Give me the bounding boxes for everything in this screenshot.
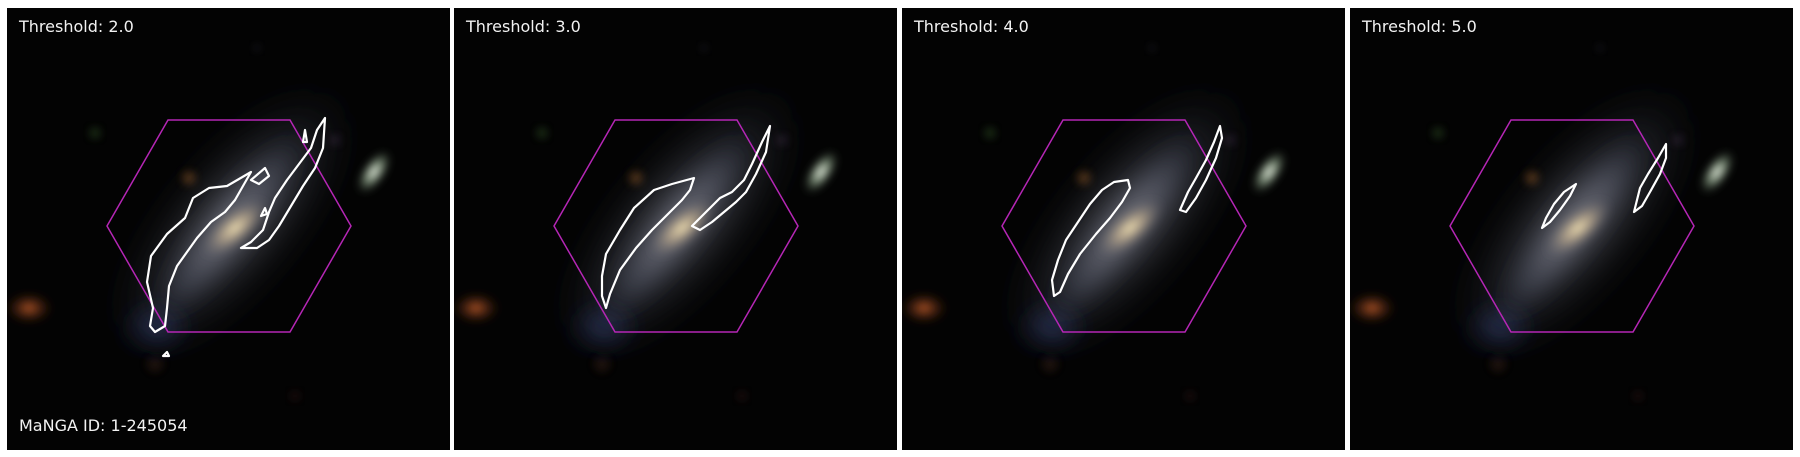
threshold-label: Threshold: 4.0 xyxy=(914,17,1029,36)
panel-threshold-3: Threshold: 3.0 xyxy=(454,8,897,450)
galaxy-image xyxy=(7,8,450,450)
galaxy-image xyxy=(902,8,1345,450)
threshold-label: Threshold: 5.0 xyxy=(1362,17,1477,36)
panel-threshold-2: Threshold: 2.0 MaNGA ID: 1-245054 xyxy=(7,8,450,450)
manga-id-label: MaNGA ID: 1-245054 xyxy=(19,416,188,435)
threshold-label: Threshold: 2.0 xyxy=(19,17,134,36)
contour-set xyxy=(1050,124,1224,298)
contour-set xyxy=(145,116,327,358)
contour-set xyxy=(600,124,772,310)
galaxy-image xyxy=(454,8,897,450)
threshold-label: Threshold: 3.0 xyxy=(466,17,581,36)
panel-threshold-5: Threshold: 5.0 xyxy=(1350,8,1793,450)
galaxy-image xyxy=(1350,8,1793,450)
panel-threshold-4: Threshold: 4.0 xyxy=(902,8,1345,450)
contour-set xyxy=(1540,142,1668,230)
